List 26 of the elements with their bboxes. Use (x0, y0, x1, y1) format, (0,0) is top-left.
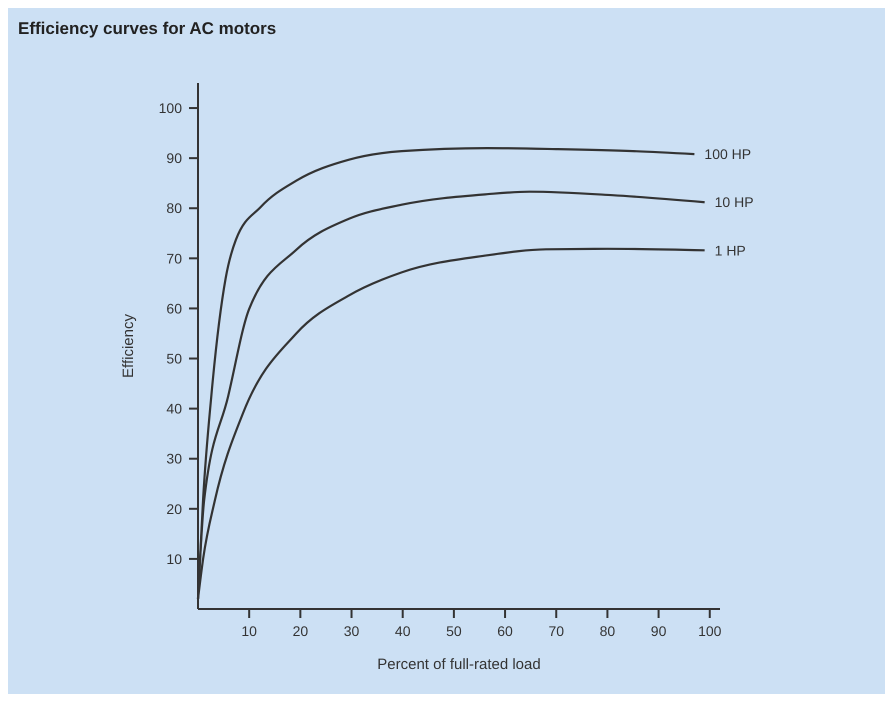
series-label: 10 HP (714, 194, 754, 210)
y-tick-label: 80 (166, 200, 182, 216)
x-tick-label: 90 (650, 623, 667, 639)
chart-title: Efficiency curves for AC motors (18, 19, 276, 38)
x-tick-label: 60 (497, 623, 514, 639)
y-tick-label: 10 (166, 550, 182, 567)
x-tick-label: 30 (344, 623, 360, 639)
x-tick-label: 20 (292, 623, 308, 639)
x-tick-label: 70 (548, 623, 564, 639)
x-tick-label: 80 (600, 623, 616, 639)
y-tick-label: 50 (166, 350, 182, 367)
y-tick-label: 60 (166, 300, 182, 316)
y-tick-label: 90 (166, 150, 182, 166)
series-label: 100 HP (704, 146, 752, 162)
y-tick-label: 30 (166, 450, 182, 467)
y-tick-label: 100 (158, 100, 182, 116)
x-tick-label: 50 (446, 623, 462, 639)
x-tick-label: 40 (394, 623, 411, 639)
y-axis-title: Efficiency (120, 314, 137, 378)
y-tick-label: 20 (166, 500, 182, 517)
x-axis-title: Percent of full-rated load (377, 656, 541, 673)
x-tick-label: 100 (698, 623, 722, 639)
x-tick-label: 10 (241, 623, 258, 639)
y-tick-label: 40 (166, 400, 182, 417)
y-tick-label: 70 (166, 250, 182, 266)
series-label: 1 HP (714, 242, 746, 258)
